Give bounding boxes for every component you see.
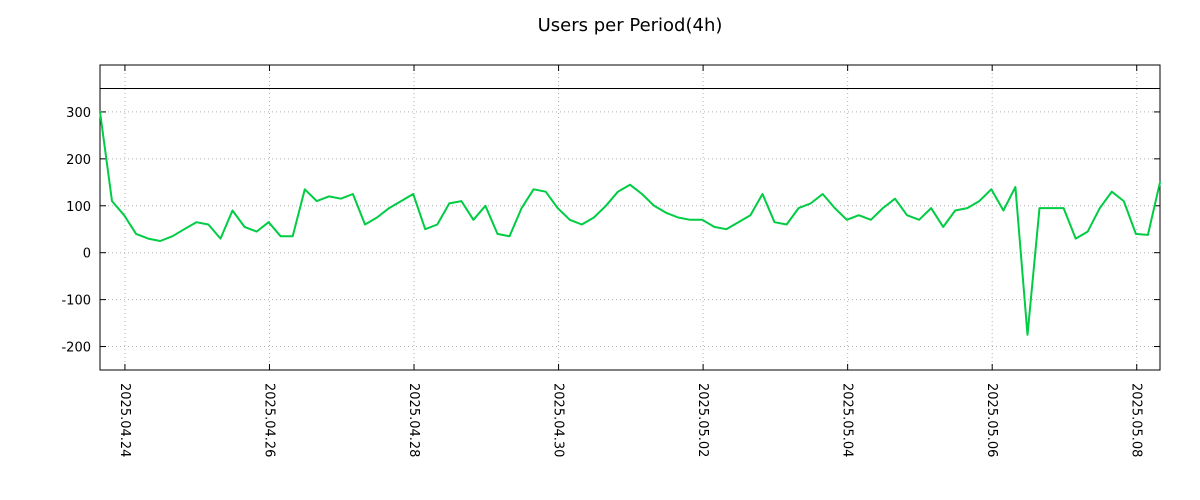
y-tick-label: 200 — [66, 153, 91, 168]
plot-border-rect — [99, 64, 1161, 371]
x-tick-label: 2025.04.24 — [117, 383, 132, 457]
y-tick-label: 100 — [66, 200, 91, 215]
x-tick-label: 2025.05.04 — [840, 383, 855, 457]
x-tick-label: 2025.05.08 — [1129, 383, 1144, 457]
axis-labels: -200 -100 0 100 200 300 2025.04.24 2025.04.26 20… — [61, 106, 1143, 458]
x-tick-label: 2025.05.02 — [695, 383, 710, 457]
x-tick-label: 2025.05.06 — [984, 383, 999, 457]
y-tick-label: -100 — [61, 294, 91, 309]
x-tick-label: 2025.04.26 — [261, 383, 276, 457]
plot-border — [99, 64, 1161, 371]
y-tick-label: 0 — [83, 247, 91, 262]
y-tick-label: 300 — [66, 106, 91, 121]
x-tick-label: 2025.04.28 — [406, 383, 421, 457]
grid-lines — [100, 65, 1160, 370]
series-line — [99, 110, 1161, 336]
y-tick-label: -200 — [61, 341, 91, 356]
axis-ticks — [100, 65, 1160, 370]
series-polyline — [99, 110, 1161, 336]
chart-title: Users per Period(4h) — [538, 15, 723, 36]
x-tick-label: 2025.04.30 — [551, 383, 566, 457]
